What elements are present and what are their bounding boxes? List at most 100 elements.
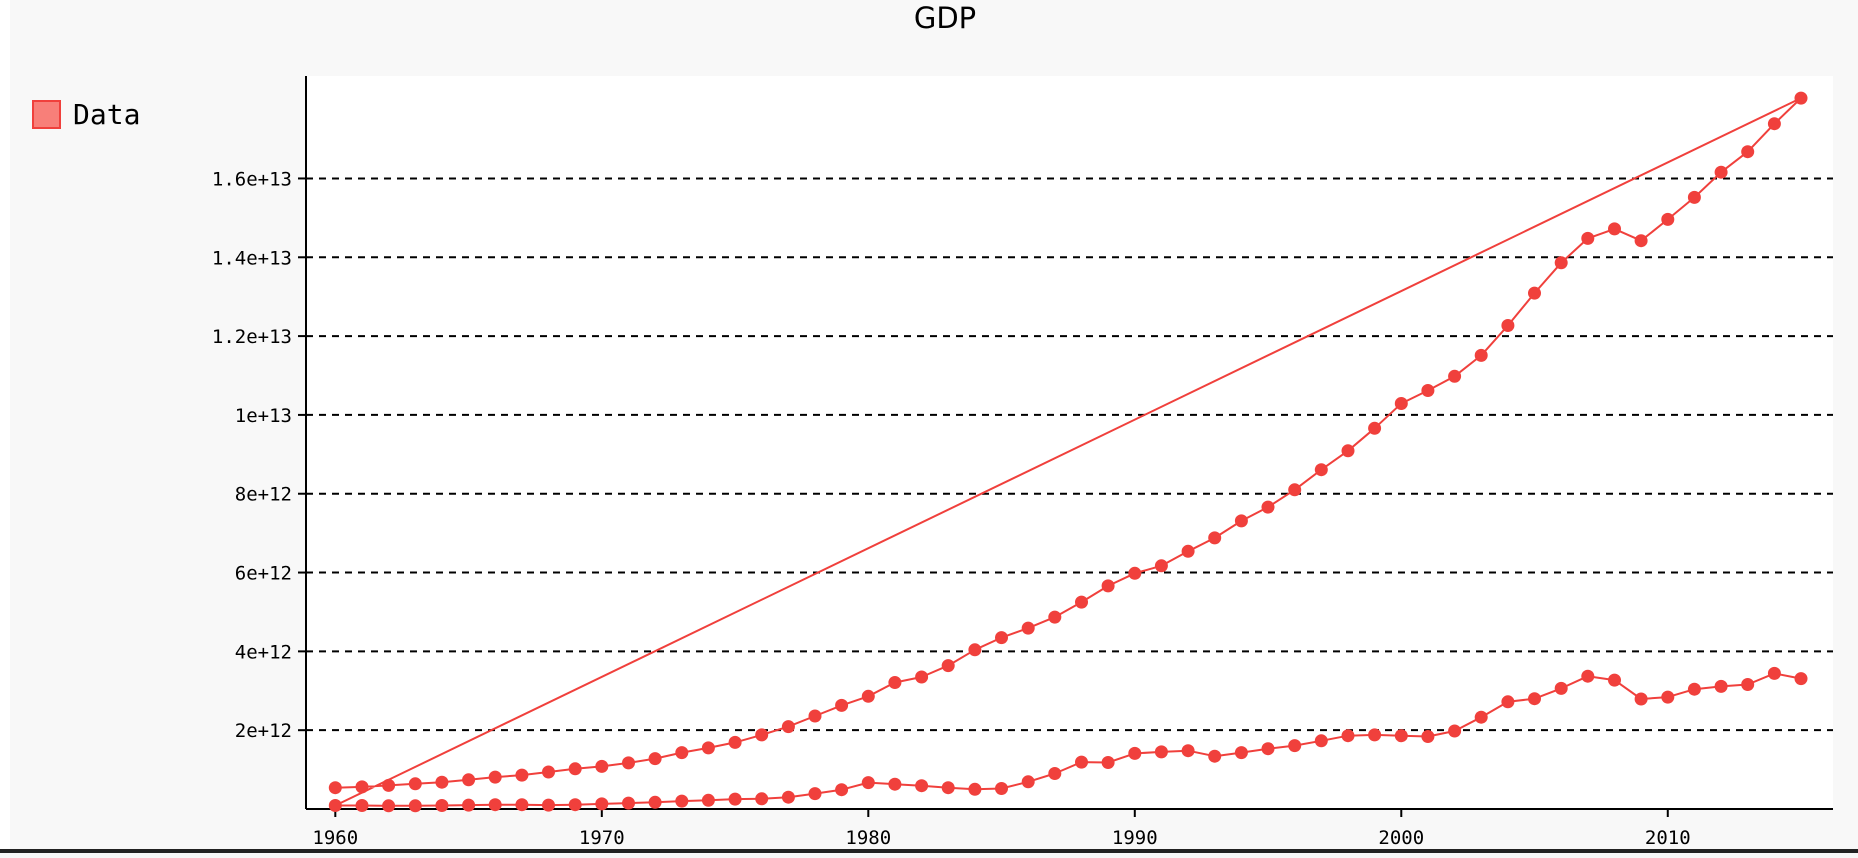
data-point[interactable] [622,796,635,810]
data-point[interactable] [488,770,502,784]
data-point[interactable] [1101,579,1115,593]
legend[interactable]: Data [32,98,140,131]
data-point[interactable] [1048,767,1062,780]
data-point[interactable] [861,689,875,703]
data-point[interactable] [1261,742,1275,756]
data-point[interactable] [968,782,982,796]
data-point[interactable] [1501,319,1515,332]
data-point[interactable] [328,799,342,812]
data-point[interactable] [1474,710,1488,724]
data-point[interactable] [968,643,982,657]
data-point[interactable] [941,659,955,673]
data-point[interactable] [1101,756,1115,769]
data-point[interactable] [1741,145,1755,159]
data-point[interactable] [1075,755,1088,769]
data-point[interactable] [435,775,449,789]
data-point[interactable] [595,759,609,773]
data-point[interactable] [1048,610,1062,624]
data-point[interactable] [542,765,555,779]
data-point[interactable] [675,794,689,808]
data-point[interactable] [1208,749,1222,763]
data-point[interactable] [1234,746,1248,760]
data-point[interactable] [1154,559,1168,573]
data-point[interactable] [408,799,422,813]
data-point[interactable] [382,799,396,813]
data-point[interactable] [1581,231,1595,245]
data-point[interactable] [1421,384,1435,397]
data-point[interactable] [781,720,795,734]
data-point[interactable] [1448,369,1462,383]
data-point[interactable] [755,792,769,806]
data-point[interactable] [1554,681,1568,695]
data-point[interactable] [1448,724,1462,738]
data-point[interactable] [728,792,742,806]
data-point[interactable] [1368,728,1382,742]
data-point[interactable] [1794,91,1808,105]
data-point[interactable] [568,762,582,776]
data-point[interactable] [701,793,715,807]
data-point[interactable] [1767,666,1781,680]
data-point[interactable] [888,777,902,791]
data-point[interactable] [355,799,369,812]
data-point[interactable] [462,798,476,812]
data-point[interactable] [622,756,635,770]
data-point[interactable] [1128,746,1142,760]
data-point[interactable] [781,790,795,804]
data-point[interactable] [515,768,529,782]
data-point[interactable] [1421,730,1435,743]
data-point[interactable] [1234,514,1248,528]
data-point[interactable] [1181,744,1195,758]
data-point[interactable] [1128,566,1142,580]
data-point[interactable] [1208,531,1222,545]
data-point[interactable] [355,780,369,794]
data-point[interactable] [648,795,662,809]
data-point[interactable] [595,797,609,811]
data-point[interactable] [1714,165,1728,179]
data-point[interactable] [462,773,476,787]
data-point[interactable] [1687,682,1701,696]
data-point[interactable] [1394,397,1408,410]
data-point[interactable] [382,778,396,792]
data-point[interactable] [915,779,929,793]
data-point[interactable] [648,752,662,766]
data-point[interactable] [1314,463,1328,477]
data-point[interactable] [435,799,449,812]
data-point[interactable] [408,777,422,791]
data-point[interactable] [1261,500,1275,514]
data-point[interactable] [515,798,529,812]
data-point[interactable] [1528,286,1541,300]
data-point[interactable] [1075,595,1088,609]
data-point[interactable] [808,709,822,723]
data-point[interactable] [1714,679,1728,693]
data-point[interactable] [1368,421,1382,435]
data-point[interactable] [1501,695,1515,709]
data-point[interactable] [1341,729,1355,743]
data-point[interactable] [835,698,849,712]
data-point[interactable] [915,670,929,684]
data-point[interactable] [1661,690,1675,704]
data-point[interactable] [808,787,822,801]
data-point[interactable] [1687,190,1701,204]
data-point[interactable] [1767,117,1781,131]
data-point[interactable] [1181,544,1195,558]
data-point[interactable] [1288,739,1302,753]
data-point[interactable] [1288,483,1302,497]
data-point[interactable] [995,631,1008,645]
data-point[interactable] [1741,678,1755,691]
data-point[interactable] [1021,775,1035,789]
data-point[interactable] [1794,672,1808,686]
data-point[interactable] [1341,444,1355,458]
data-point[interactable] [1314,734,1328,748]
data-point[interactable] [1554,256,1568,270]
data-point[interactable] [1608,222,1621,236]
data-point[interactable] [1394,729,1408,743]
data-point[interactable] [728,735,742,749]
data-point[interactable] [861,776,875,790]
data-point[interactable] [1528,692,1541,706]
data-point[interactable] [1634,692,1648,706]
data-point[interactable] [568,798,582,812]
data-point[interactable] [941,781,955,795]
data-point[interactable] [675,746,689,760]
data-point[interactable] [1661,212,1675,226]
data-point[interactable] [888,676,902,689]
